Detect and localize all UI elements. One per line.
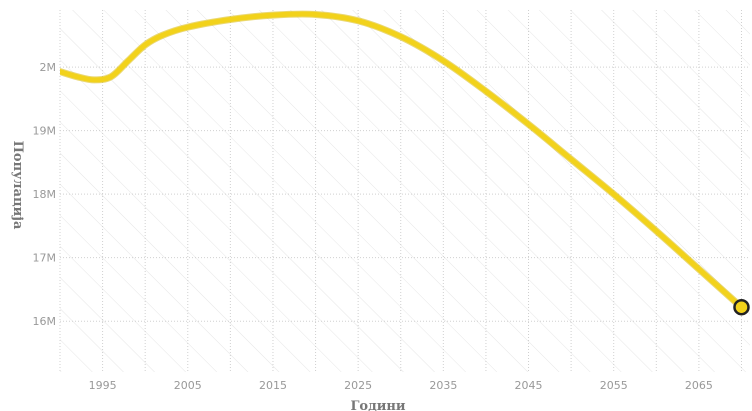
y-tick-label: 17M [33,252,57,265]
series-line [60,11,744,310]
x-tick-label: 2005 [174,379,202,392]
y-tick-label: 19M [33,125,57,138]
plot-background [60,10,750,372]
x-axis-title: Години [350,399,405,411]
y-axis-title: Популација [10,141,25,230]
y-tick-label: 16M [33,315,57,328]
y-tick-label: 2M [40,61,57,74]
series-end-point[interactable] [733,298,750,316]
marker-layer [733,298,750,316]
y-tick-label: 18M [33,188,57,201]
x-tick-label: 1995 [89,379,117,392]
x-tick-label: 2015 [259,379,287,392]
x-tick-label: 2025 [344,379,372,392]
y-axis-ticks: 16M 17M 18M 19M 2M [33,61,57,328]
x-tick-label: 2055 [600,379,628,392]
x-tick-label: 2045 [515,379,543,392]
series-group [60,10,745,311]
x-tick-label: 2035 [429,379,457,392]
x-tick-label: 2065 [685,379,713,392]
x-axis-ticks: 19952005201520252035204520552065207 [89,379,713,392]
